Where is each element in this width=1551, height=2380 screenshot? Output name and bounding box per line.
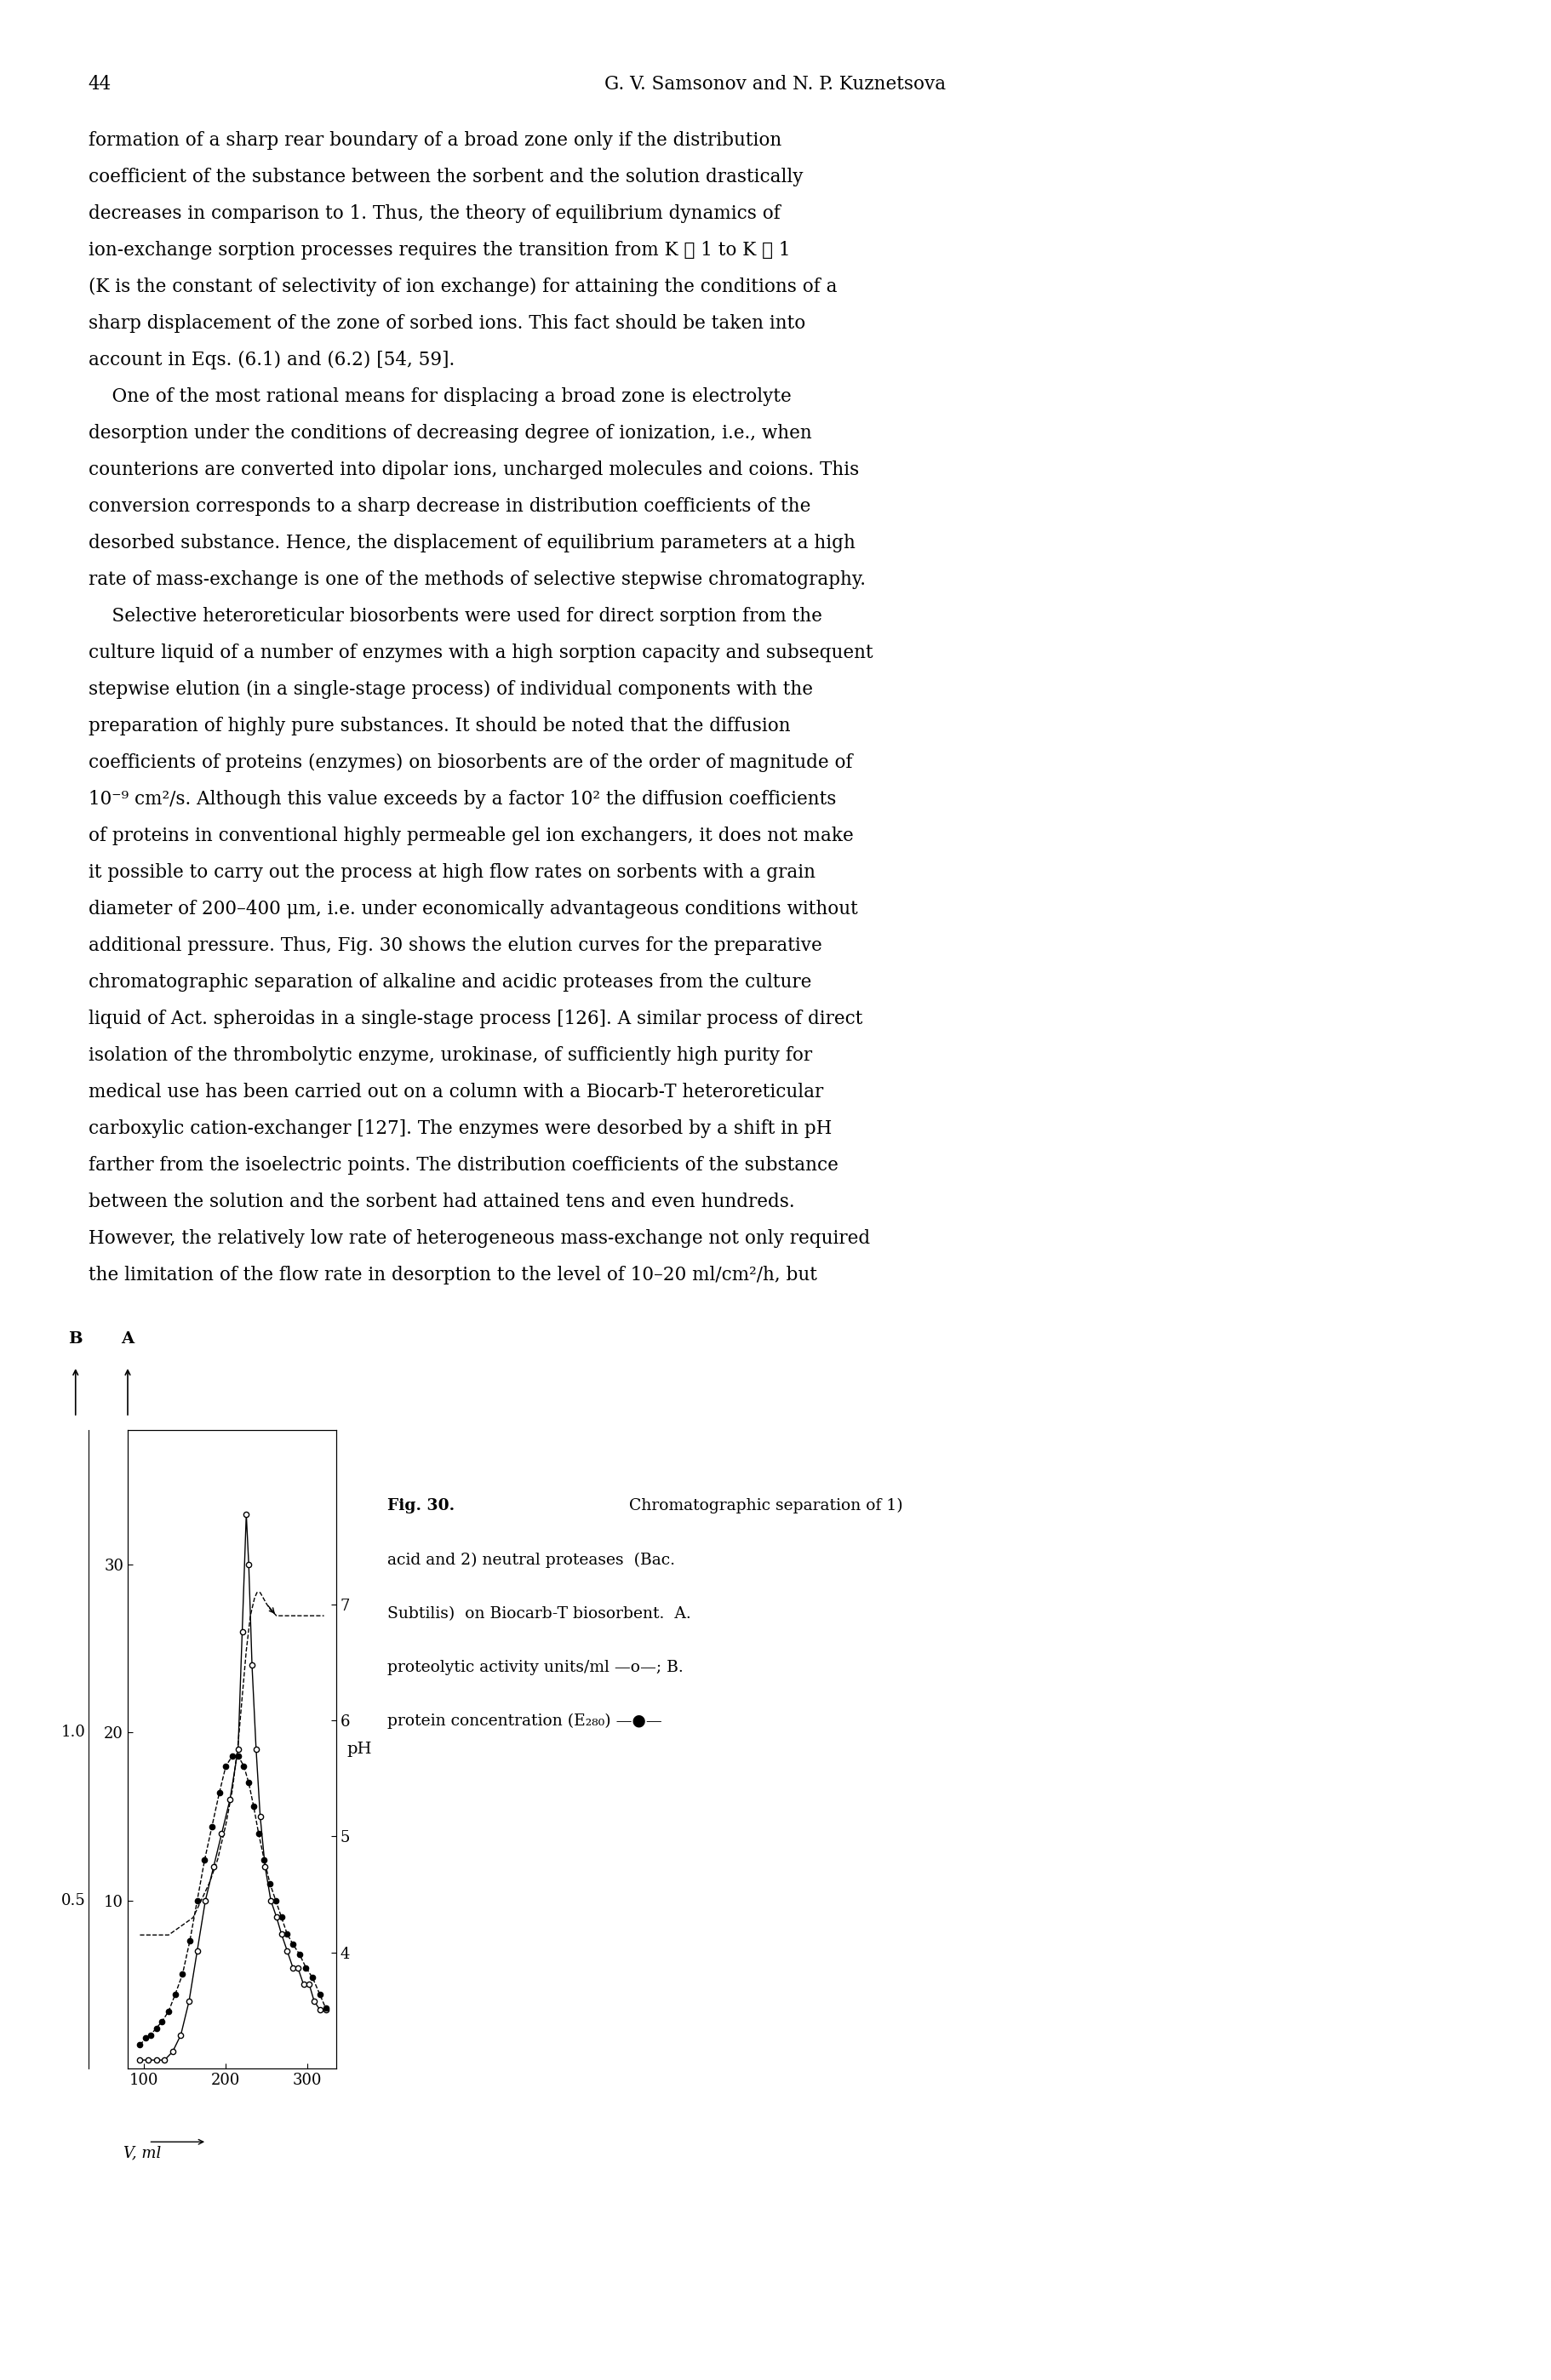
Text: protein concentration (E₂₈₀) —●—: protein concentration (E₂₈₀) —●—: [388, 1714, 662, 1730]
Text: account in Eqs. (6.1) and (6.2) [54, 59].: account in Eqs. (6.1) and (6.2) [54, 59]…: [88, 350, 454, 369]
Text: counterions are converted into dipolar ions, uncharged molecules and coions. Thi: counterions are converted into dipolar i…: [88, 459, 859, 478]
Text: acid and 2) neutral proteases  (Bac.: acid and 2) neutral proteases (Bac.: [388, 1552, 675, 1568]
Text: liquid of Act. spheroidas in a single-stage process [126]. A similar process of : liquid of Act. spheroidas in a single-st…: [88, 1009, 862, 1028]
Text: Fig. 30.: Fig. 30.: [388, 1497, 454, 1514]
Text: the limitation of the flow rate in desorption to the level of 10–20 ml/cm²/h, bu: the limitation of the flow rate in desor…: [88, 1266, 817, 1285]
Text: carboxylic cation-exchanger [127]. The enzymes were desorbed by a shift in pH: carboxylic cation-exchanger [127]. The e…: [88, 1119, 831, 1138]
Text: coefficient of the substance between the sorbent and the solution drastically: coefficient of the substance between the…: [88, 167, 803, 186]
Text: coefficients of proteins (enzymes) on biosorbents are of the order of magnitude : coefficients of proteins (enzymes) on bi…: [88, 754, 853, 771]
Text: of proteins in conventional highly permeable gel ion exchangers, it does not mak: of proteins in conventional highly perme…: [88, 826, 853, 845]
Text: sharp displacement of the zone of sorbed ions. This fact should be taken into: sharp displacement of the zone of sorbed…: [88, 314, 805, 333]
Text: chromatographic separation of alkaline and acidic proteases from the culture: chromatographic separation of alkaline a…: [88, 973, 811, 992]
Text: B: B: [68, 1333, 82, 1347]
Text: 44: 44: [88, 76, 112, 93]
Text: ion-exchange sorption processes requires the transition from K ≫ 1 to K ≪ 1: ion-exchange sorption processes requires…: [88, 240, 791, 259]
Text: Subtilis)  on Biocarb-T biosorbent.  A.: Subtilis) on Biocarb-T biosorbent. A.: [388, 1607, 692, 1621]
Text: preparation of highly pure substances. It should be noted that the diffusion: preparation of highly pure substances. I…: [88, 716, 791, 735]
Text: isolation of the thrombolytic enzyme, urokinase, of sufficiently high purity for: isolation of the thrombolytic enzyme, ur…: [88, 1047, 813, 1064]
Text: formation of a sharp rear boundary of a broad zone only if the distribution: formation of a sharp rear boundary of a …: [88, 131, 782, 150]
Text: desorption under the conditions of decreasing degree of ionization, i.e., when: desorption under the conditions of decre…: [88, 424, 811, 443]
Text: conversion corresponds to a sharp decrease in distribution coefficients of the: conversion corresponds to a sharp decrea…: [88, 497, 811, 516]
Text: 0.5: 0.5: [62, 1892, 85, 1909]
Text: decreases in comparison to 1. Thus, the theory of equilibrium dynamics of: decreases in comparison to 1. Thus, the …: [88, 205, 780, 224]
Text: diameter of 200–400 μm, i.e. under economically advantageous conditions without: diameter of 200–400 μm, i.e. under econo…: [88, 900, 858, 919]
Text: desorbed substance. Hence, the displacement of equilibrium parameters at a high: desorbed substance. Hence, the displacem…: [88, 533, 855, 552]
Text: A: A: [121, 1333, 133, 1347]
Text: (K is the constant of selectivity of ion exchange) for attaining the conditions : (K is the constant of selectivity of ion…: [88, 278, 838, 295]
Text: proteolytic activity units/ml —o—; B.: proteolytic activity units/ml —o—; B.: [388, 1659, 684, 1676]
Text: G. V. Samsonov and N. P. Kuznetsova: G. V. Samsonov and N. P. Kuznetsova: [605, 76, 946, 93]
Text: 10⁻⁹ cm²/s. Although this value exceeds by a factor 10² the diffusion coefficien: 10⁻⁹ cm²/s. Although this value exceeds …: [88, 790, 836, 809]
Text: stepwise elution (in a single-stage process) of individual components with the: stepwise elution (in a single-stage proc…: [88, 681, 813, 700]
Text: between the solution and the sorbent had attained tens and even hundreds.: between the solution and the sorbent had…: [88, 1192, 794, 1211]
Text: V, ml: V, ml: [124, 2144, 161, 2161]
Text: Chromatographic separation of 1): Chromatographic separation of 1): [624, 1497, 903, 1514]
Y-axis label: pH: pH: [347, 1742, 372, 1756]
Text: However, the relatively low rate of heterogeneous mass-exchange not only require: However, the relatively low rate of hete…: [88, 1230, 870, 1247]
Text: it possible to carry out the process at high flow rates on sorbents with a grain: it possible to carry out the process at …: [88, 864, 816, 883]
Text: One of the most rational means for displacing a broad zone is electrolyte: One of the most rational means for displ…: [88, 388, 791, 407]
Text: additional pressure. Thus, Fig. 30 shows the elution curves for the preparative: additional pressure. Thus, Fig. 30 shows…: [88, 935, 822, 954]
Text: Selective heteroreticular biosorbents were used for direct sorption from the: Selective heteroreticular biosorbents we…: [88, 607, 822, 626]
Text: medical use has been carried out on a column with a Biocarb-T heteroreticular: medical use has been carried out on a co…: [88, 1083, 824, 1102]
Text: culture liquid of a number of enzymes with a high sorption capacity and subseque: culture liquid of a number of enzymes wi…: [88, 643, 873, 662]
Text: 1.0: 1.0: [62, 1726, 85, 1740]
Text: farther from the isoelectric points. The distribution coefficients of the substa: farther from the isoelectric points. The…: [88, 1157, 838, 1176]
Text: rate of mass-exchange is one of the methods of selective stepwise chromatography: rate of mass-exchange is one of the meth…: [88, 571, 865, 588]
